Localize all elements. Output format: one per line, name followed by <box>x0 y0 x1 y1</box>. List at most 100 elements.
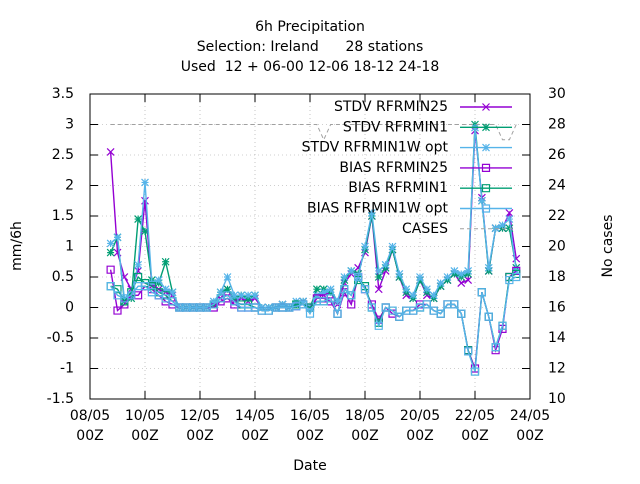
point-marker <box>223 285 232 294</box>
x-tick-label: 00Z <box>76 428 103 444</box>
point-marker <box>436 279 445 288</box>
y-tick-label: -0.5 <box>47 330 74 346</box>
x-tick-label: 12/05 <box>180 408 220 424</box>
y-tick-label: 2 <box>65 178 74 194</box>
point-marker <box>360 285 370 294</box>
point-marker <box>498 324 507 333</box>
y2-tick-label: 26 <box>548 147 566 163</box>
x-tick-label: 22/05 <box>455 408 495 424</box>
point-marker <box>319 288 328 297</box>
point-marker <box>251 291 259 300</box>
legend-label: STDV RFRMIN25 <box>334 99 448 115</box>
x-tick-label: 00Z <box>241 428 268 444</box>
y-tick-label: 3 <box>65 117 74 133</box>
point-marker <box>209 300 218 309</box>
x-tick-label: 16/05 <box>290 408 330 424</box>
y-tick-label: 0 <box>65 300 74 316</box>
point-marker <box>374 285 383 294</box>
point-marker <box>482 103 490 111</box>
point-marker <box>216 294 225 303</box>
x-axis-label: Date <box>293 458 326 474</box>
y-tick-label: 1.5 <box>52 208 74 224</box>
plot-border <box>89 93 531 400</box>
point-marker <box>367 209 376 217</box>
point-marker <box>333 309 342 318</box>
point-marker <box>285 303 294 312</box>
point-marker <box>415 303 425 312</box>
point-marker <box>402 285 411 294</box>
point-marker <box>305 309 315 318</box>
point-marker <box>443 273 452 281</box>
point-marker <box>484 312 493 321</box>
point-marker <box>436 309 445 318</box>
point-marker <box>354 272 363 282</box>
point-marker <box>299 300 308 309</box>
point-marker <box>470 367 480 376</box>
point-marker <box>381 260 390 269</box>
point-marker <box>141 178 149 187</box>
point-marker <box>498 221 507 230</box>
point-marker <box>168 288 177 297</box>
point-marker <box>141 227 149 236</box>
point-marker <box>113 233 122 242</box>
point-marker <box>326 294 335 303</box>
x-tick-label: 14/05 <box>235 408 275 424</box>
point-marker <box>292 302 301 311</box>
chart-subtitle: Used 12 + 06-00 12-06 18-12 24-18 <box>181 59 439 75</box>
point-marker <box>106 248 115 257</box>
y2-tick-label: 14 <box>548 330 566 346</box>
y2-tick-label: 16 <box>548 300 566 316</box>
legend-label: STDV RFRMIN1 <box>343 119 448 135</box>
point-marker <box>464 276 473 284</box>
point-marker <box>482 143 490 152</box>
legend-label: BIAS RFRMIN25 <box>339 160 448 176</box>
x-tick-label: 00Z <box>296 428 323 444</box>
point-marker <box>127 291 136 300</box>
point-marker <box>161 285 170 294</box>
legend-label: BIAS RFRMIN1 <box>348 180 448 196</box>
point-marker <box>450 266 459 275</box>
point-marker <box>237 291 246 300</box>
point-marker <box>512 272 521 282</box>
point-marker <box>134 260 143 269</box>
point-marker <box>457 309 466 318</box>
point-marker <box>264 306 273 315</box>
point-marker <box>106 239 115 248</box>
point-marker <box>106 265 115 274</box>
point-marker <box>347 266 356 275</box>
point-marker <box>395 270 404 278</box>
x-tick-label: 00Z <box>406 428 433 444</box>
point-marker <box>333 297 342 306</box>
point-marker <box>223 273 232 281</box>
point-marker <box>120 294 129 303</box>
x-tick-label: 00Z <box>351 428 378 444</box>
point-marker <box>498 321 507 330</box>
y2-tick-label: 18 <box>548 269 566 285</box>
point-marker <box>374 266 383 275</box>
point-marker <box>326 285 335 294</box>
x-tick-label: 00Z <box>461 428 488 444</box>
point-marker <box>450 300 459 309</box>
point-marker <box>481 163 491 172</box>
point-marker <box>113 306 122 315</box>
x-tick-label: 18/05 <box>345 408 385 424</box>
point-marker <box>367 303 376 312</box>
y2-axis-label: No cases <box>600 215 616 278</box>
y-tick-label: -1 <box>60 361 74 377</box>
series-line <box>110 124 517 141</box>
point-marker <box>429 291 438 300</box>
point-marker <box>505 224 514 233</box>
y-tick-label: 1 <box>65 239 74 255</box>
y-tick-label: 0.5 <box>52 269 74 285</box>
point-marker <box>505 275 514 285</box>
point-marker <box>484 263 493 272</box>
point-marker <box>244 291 253 300</box>
point-marker <box>416 273 424 281</box>
point-marker <box>409 291 418 300</box>
point-marker <box>134 215 143 223</box>
point-marker <box>477 288 486 297</box>
legend-label: BIAS RFRMIN1W opt <box>307 201 448 217</box>
point-marker <box>491 224 500 233</box>
